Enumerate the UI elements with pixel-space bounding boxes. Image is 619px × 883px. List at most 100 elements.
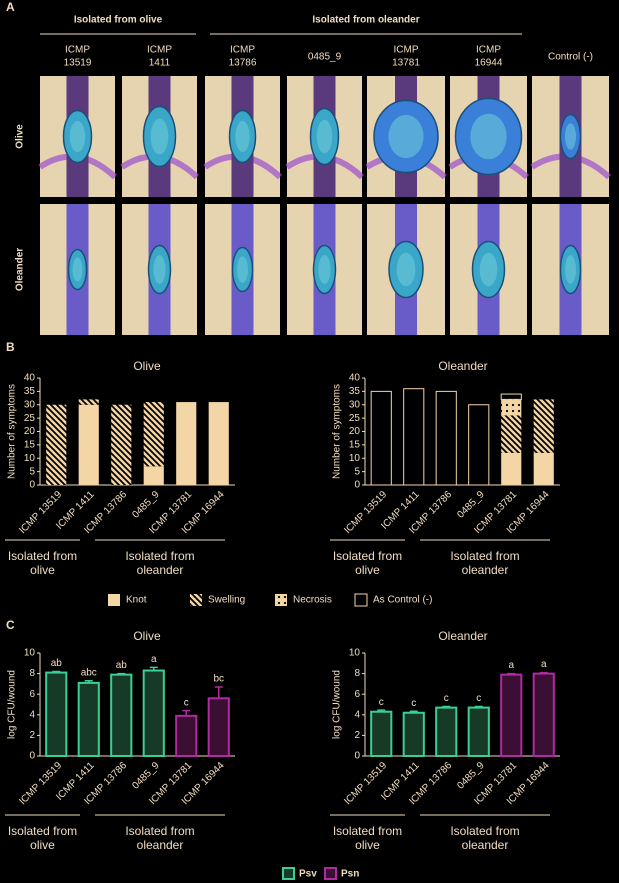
row-label: Olive <box>15 124 26 149</box>
significance-label: c <box>444 693 449 704</box>
y-tick-label: 35 <box>24 386 36 397</box>
y-tick-label: 0 <box>354 751 360 762</box>
y-tick-label: 0 <box>354 480 360 491</box>
bar <box>142 669 165 758</box>
y-tick-label: 10 <box>349 453 361 464</box>
legend-swatch <box>108 594 120 606</box>
group-header: Isolated from olive <box>74 15 163 26</box>
bar-segment <box>501 452 522 485</box>
y-axis-title: Number of symptoms <box>7 384 18 479</box>
lesion-core <box>72 257 83 282</box>
group-label: Isolated from <box>125 824 194 838</box>
significance-label: a <box>508 660 514 671</box>
y-tick-label: 0 <box>29 480 35 491</box>
bar <box>77 681 100 757</box>
y-tick-label: 30 <box>349 399 361 410</box>
y-axis-title: Number of symptoms <box>332 384 343 479</box>
y-tick-label: 25 <box>24 413 36 424</box>
y-tick-label: 10 <box>24 648 36 659</box>
significance-label: c <box>379 697 384 708</box>
significance-label: c <box>184 697 189 708</box>
legend-label: Psv <box>299 869 317 880</box>
significance-label: bc <box>213 674 224 685</box>
bar-segment <box>501 399 522 416</box>
bar <box>370 710 393 758</box>
bar <box>532 672 555 757</box>
legend-swatch <box>282 867 295 880</box>
group-label: oleander <box>137 563 184 577</box>
chart-title: Olive <box>133 359 161 373</box>
lesion-core <box>470 113 507 160</box>
y-tick-label: 10 <box>24 453 36 464</box>
legend-label: Knot <box>126 595 147 606</box>
panel-label: B <box>6 340 15 354</box>
y-tick-label: 4 <box>354 709 360 720</box>
strain-label: 13786 <box>229 58 257 69</box>
y-tick-label: 20 <box>24 426 36 437</box>
bar-segment <box>176 402 197 485</box>
chart-title: Olive <box>133 629 161 643</box>
error-bar <box>117 672 126 675</box>
y-tick-label: 8 <box>354 668 360 679</box>
y-tick-label: 20 <box>349 426 361 437</box>
strain-label: 13519 <box>64 58 92 69</box>
y-tick-label: 6 <box>29 689 35 700</box>
group-label: oleander <box>137 838 184 852</box>
y-tick-label: 5 <box>354 466 360 477</box>
y-tick-label: 15 <box>349 440 361 451</box>
panel-label: C <box>6 618 15 632</box>
strain-label: 0485_9 <box>308 52 342 63</box>
lesion-core <box>150 118 169 155</box>
y-tick-label: 40 <box>349 373 361 384</box>
lesion-core <box>316 119 333 154</box>
significance-label: ab <box>51 658 63 669</box>
lesion-core <box>237 256 248 283</box>
error-bar <box>539 671 548 674</box>
error-bar <box>409 710 418 713</box>
bar <box>175 714 198 758</box>
row-label: Oleander <box>15 248 26 291</box>
significance-label: c <box>476 693 481 704</box>
error-bar <box>507 672 516 675</box>
strain-label: 1411 <box>149 58 171 69</box>
y-tick-label: 5 <box>29 466 35 477</box>
legend-label: As Control (-) <box>373 595 432 606</box>
y-tick-label: 30 <box>24 399 36 410</box>
panel-label: A <box>6 0 15 14</box>
lesion-core <box>388 114 424 159</box>
group-label: olive <box>355 563 380 577</box>
bar-segment <box>111 404 132 485</box>
group-label: Isolated from <box>8 824 77 838</box>
bar <box>207 697 230 758</box>
strain-label: ICMP <box>476 45 501 56</box>
error-bar <box>149 666 158 671</box>
bar-segment <box>403 388 425 486</box>
bar-segment <box>533 452 554 485</box>
bar-segment <box>143 466 164 485</box>
y-tick-label: 0 <box>29 751 35 762</box>
y-tick-label: 15 <box>24 440 36 451</box>
y-axis-title: log CFU/wound <box>332 670 343 739</box>
strain-label: 16944 <box>475 58 503 69</box>
strain-label: ICMP <box>65 45 90 56</box>
y-tick-label: 2 <box>354 730 360 741</box>
strain-label: Control (-) <box>548 52 593 63</box>
error-bar <box>442 705 451 708</box>
bar-segment <box>501 415 522 453</box>
group-label: Isolated from <box>125 549 194 563</box>
significance-label: a <box>541 659 547 670</box>
lesion-core <box>479 252 498 287</box>
error-bar <box>182 709 191 716</box>
y-tick-label: 25 <box>349 413 361 424</box>
group-header: Isolated from oleander <box>312 15 419 26</box>
bar <box>435 706 458 758</box>
y-tick-label: 6 <box>354 689 360 700</box>
error-bar <box>474 705 483 708</box>
error-bar <box>214 686 223 699</box>
lesion-core <box>69 120 86 153</box>
lesion-core <box>396 252 416 287</box>
group-label: olive <box>355 838 380 852</box>
lesion-core <box>235 120 250 153</box>
bar-segment <box>143 402 164 467</box>
significance-label: a <box>151 654 157 665</box>
